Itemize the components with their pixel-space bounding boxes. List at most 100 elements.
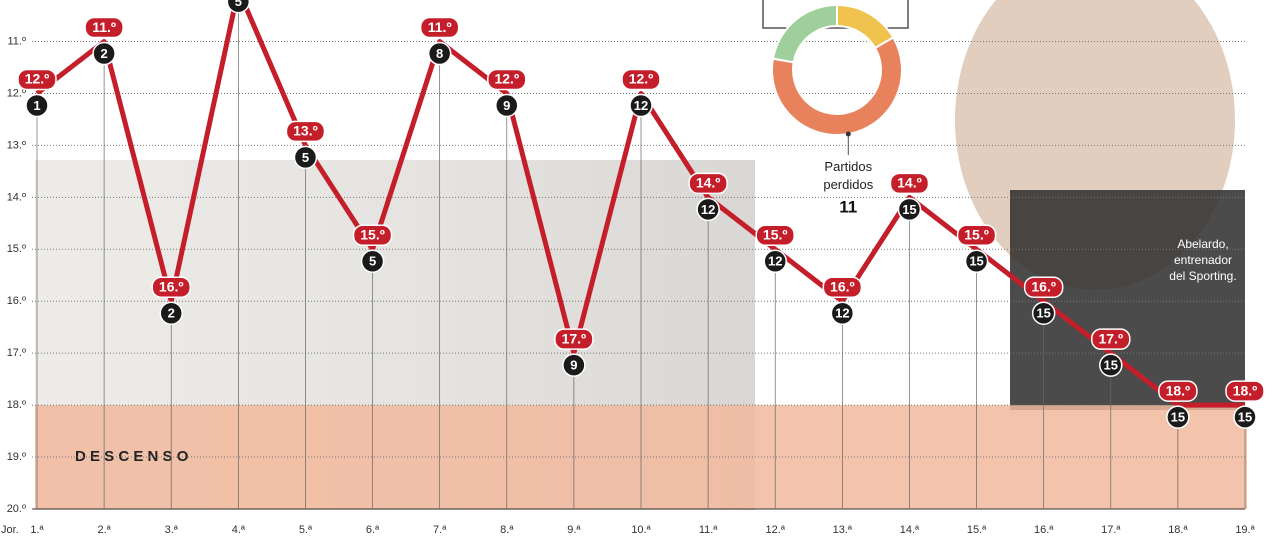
points-badge (1099, 353, 1123, 377)
points-badge (629, 93, 653, 118)
bracket (762, 0, 909, 29)
points-badge (964, 249, 989, 274)
position-label: 18.º (1166, 382, 1191, 398)
points-label: 9 (570, 358, 577, 373)
position-badge (84, 16, 124, 39)
y-tick-label: 17.º (7, 347, 26, 359)
points-label: 1 (33, 98, 40, 113)
points-label: 15 (1104, 358, 1118, 373)
x-tick-label: 16.ª (1034, 524, 1054, 536)
x-axis-label: Jor. (1, 524, 19, 536)
x-tick-label: 19.ª (1235, 524, 1255, 536)
y-tick-label: 19.º (7, 451, 26, 463)
x-tick-label: 5.ª (299, 524, 313, 536)
x-tick-label: 11.ª (699, 524, 718, 536)
y-tick-label: 12.º (7, 87, 26, 99)
position-label: 18.º (1233, 382, 1258, 398)
position-label: 15.º (763, 227, 788, 243)
photo-jacket (1010, 190, 1245, 410)
x-tick-label: 2.ª (97, 524, 111, 536)
position-label: 11.º (92, 19, 116, 35)
position-badge (956, 224, 997, 247)
points-badge (1031, 301, 1056, 325)
position-badge (285, 120, 326, 143)
x-tick-label: 7.ª (433, 524, 447, 536)
x-tick-label: 17.ª (1101, 524, 1121, 536)
position-label: 12.º (629, 71, 654, 87)
points-label: 5 (369, 254, 376, 269)
points-badge (562, 353, 586, 377)
points-label: 12 (634, 98, 648, 113)
points-label: 15 (1238, 410, 1252, 425)
position-badge (1225, 380, 1265, 402)
position-badge (1091, 328, 1131, 350)
x-tick-label: 13.ª (833, 524, 853, 536)
position-label: 17.º (1098, 330, 1123, 346)
leader-dot (845, 131, 851, 137)
points-badge (427, 41, 452, 66)
y-tick-label: 16.º (7, 295, 26, 307)
donut-label: Partidos perdidos (823, 159, 873, 192)
position-badge (688, 172, 728, 195)
zone-label: D E S C E N S O (75, 448, 189, 465)
points-badge (897, 197, 922, 222)
points-label: 12 (768, 254, 782, 269)
position-badge (554, 328, 594, 350)
position-badge (1023, 276, 1064, 298)
position-label: 15.º (360, 227, 385, 243)
points-badge (696, 197, 720, 222)
x-tick-label: 3.ª (165, 524, 179, 536)
x-tick-label: 9.ª (567, 524, 581, 536)
y-tick-label: 18.º (7, 399, 26, 411)
points-label: 12 (835, 306, 849, 321)
position-badge (419, 16, 460, 39)
position-label: 17.º (562, 330, 587, 346)
points-badge (763, 249, 787, 274)
position-label: 15.º (964, 227, 989, 243)
position-label: 13.º (293, 123, 318, 139)
points-label: 15 (969, 254, 983, 269)
points-badge (226, 0, 251, 14)
y-tick-label: 11.º (8, 35, 27, 47)
points-label: 8 (436, 46, 443, 61)
position-badge (1158, 380, 1198, 402)
points-badge (92, 41, 116, 66)
position-badge (151, 276, 191, 298)
points-label: 15 (902, 202, 916, 217)
position-badge (889, 172, 930, 195)
points-badge (25, 93, 49, 118)
points-badge (159, 301, 183, 325)
y-tick-label: 13.º (7, 139, 26, 151)
x-tick-label: 14.ª (900, 524, 920, 536)
x-tick-label: 12.ª (766, 524, 786, 536)
donut-value: 11 (839, 197, 857, 216)
points-badge (1233, 405, 1257, 429)
x-tick-label: 10.ª (631, 524, 651, 536)
position-label: 12.º (494, 71, 519, 87)
position-label: 11.º (428, 19, 452, 35)
x-tick-label: 6.ª (366, 524, 380, 536)
points-badge (1166, 405, 1190, 429)
points-badge (830, 301, 855, 325)
points-label: 15 (1036, 306, 1050, 321)
position-badge (822, 276, 863, 298)
position-label: 16.º (1031, 278, 1056, 294)
points-label: 5 (235, 0, 242, 9)
position-label: 12.º (25, 71, 50, 87)
position-label: 16.º (830, 278, 855, 294)
x-tick-label: 15.ª (967, 524, 987, 536)
points-badge (360, 249, 385, 274)
points-label: 9 (503, 98, 510, 113)
points-badge (293, 145, 318, 170)
annotation: Abelardo, entrenador del Sporting. (1169, 237, 1236, 283)
position-badge (352, 224, 393, 247)
donut-segment (771, 3, 838, 64)
position-badge (621, 68, 661, 91)
line (35, 0, 1245, 408)
points-badge (495, 93, 519, 118)
position-label: 16.º (159, 278, 184, 294)
y-tick-label: 14.º (7, 191, 26, 203)
position-badge (17, 68, 57, 91)
points-label: 2 (100, 46, 107, 61)
